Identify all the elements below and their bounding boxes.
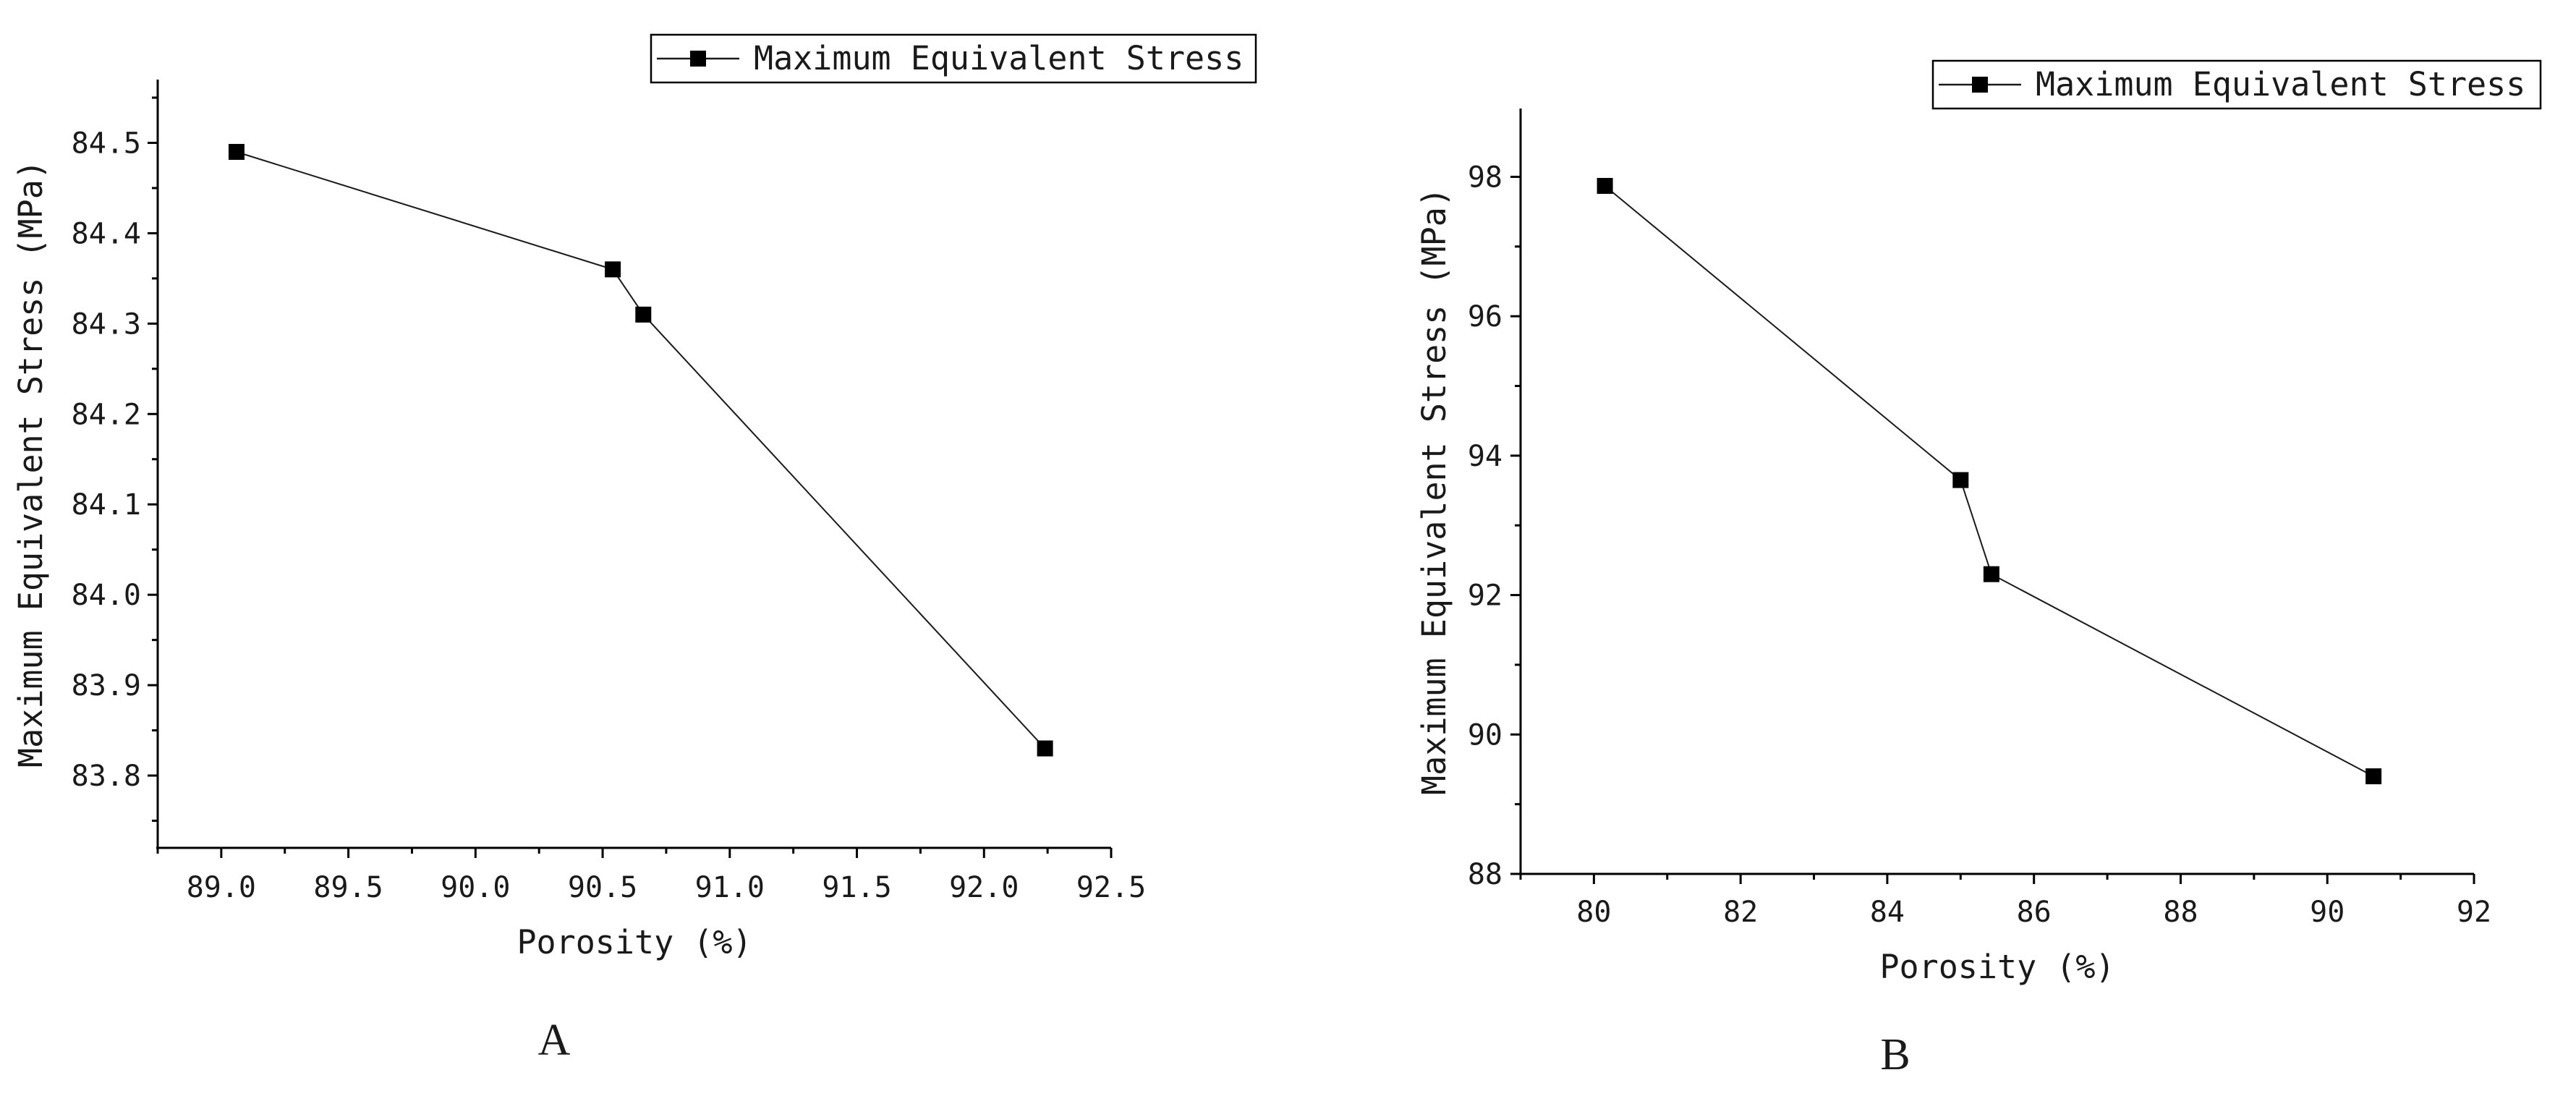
y-tick-label: 84.5 bbox=[72, 127, 141, 160]
legend-label: Maximum Equivalent Stress bbox=[754, 39, 1244, 77]
data-point-marker bbox=[2365, 768, 2382, 785]
x-tick-label: 84 bbox=[1870, 896, 1905, 929]
panel-label: A bbox=[538, 1016, 571, 1065]
x-tick-label: 82 bbox=[1723, 896, 1758, 929]
y-axis-title: Maximum Equivalent Stress (MPa) bbox=[1415, 187, 1453, 795]
data-point-marker bbox=[1952, 472, 1969, 488]
x-tick-label: 90.0 bbox=[441, 871, 510, 904]
legend-marker-sample bbox=[1972, 77, 1988, 93]
legend-box bbox=[650, 33, 1257, 84]
series-line bbox=[1604, 185, 2374, 777]
data-point-marker bbox=[1597, 177, 1613, 194]
y-tick-label: 83.9 bbox=[72, 669, 141, 702]
x-tick-label: 89.5 bbox=[313, 871, 383, 904]
y-tick-label: 88 bbox=[1468, 858, 1502, 891]
y-tick-label: 84.1 bbox=[72, 488, 141, 522]
x-tick-label: 89.0 bbox=[187, 871, 256, 904]
y-axis-title: Maximum Equivalent Stress (MPa) bbox=[12, 160, 50, 768]
x-tick-label: 91.0 bbox=[695, 871, 765, 904]
y-tick-label: 84.2 bbox=[72, 398, 141, 431]
y-tick-label: 96 bbox=[1468, 300, 1502, 334]
y-tick-label: 84.0 bbox=[72, 579, 141, 612]
x-tick-label: 86 bbox=[2017, 896, 2052, 929]
series-line bbox=[236, 151, 1046, 749]
x-tick-label: 92.5 bbox=[1076, 871, 1146, 904]
y-tick-label: 94 bbox=[1468, 440, 1502, 473]
x-axis-title: Porosity (%) bbox=[517, 923, 752, 961]
legend-label: Maximum Equivalent Stress bbox=[2036, 65, 2525, 103]
y-tick-label: 98 bbox=[1468, 161, 1502, 194]
y-tick-label: 90 bbox=[1468, 718, 1502, 752]
x-tick-label: 80 bbox=[1576, 896, 1611, 929]
panel-label: B bbox=[1880, 1030, 1910, 1079]
legend: Maximum Equivalent Stress bbox=[650, 33, 1257, 84]
legend: Maximum Equivalent Stress bbox=[1931, 59, 2542, 110]
x-tick-label: 88 bbox=[2163, 896, 2198, 929]
x-tick-label: 90.5 bbox=[568, 871, 637, 904]
legend-box bbox=[1931, 59, 2542, 110]
data-point-marker bbox=[635, 306, 652, 323]
data-point-marker bbox=[228, 143, 245, 160]
x-tick-label: 92.0 bbox=[949, 871, 1019, 904]
data-point-marker bbox=[605, 261, 621, 278]
x-tick-label: 91.5 bbox=[822, 871, 891, 904]
y-tick-label: 92 bbox=[1468, 579, 1502, 613]
chart-panel-b: 80 82 84 86 88 90 92 88 90 92 94 96 98 Porosity (%) Ma… bbox=[1415, 59, 2542, 1079]
y-tick-label: 84.3 bbox=[72, 307, 141, 341]
x-tick-label: 90 bbox=[2310, 896, 2345, 929]
chart-panel-a: 89.0 89.5 90.0 90.5 91.0 91.5 92.0 92.5 83.8 83.9… bbox=[12, 33, 1257, 1065]
legend-marker-sample bbox=[690, 51, 706, 67]
data-point-marker bbox=[1037, 740, 1053, 757]
y-tick-label: 84.4 bbox=[72, 217, 141, 250]
x-tick-label: 92 bbox=[2457, 896, 2491, 929]
x-axis-title: Porosity (%) bbox=[1879, 948, 2114, 986]
y-tick-label: 83.8 bbox=[72, 760, 141, 793]
data-point-marker bbox=[1983, 566, 1999, 582]
